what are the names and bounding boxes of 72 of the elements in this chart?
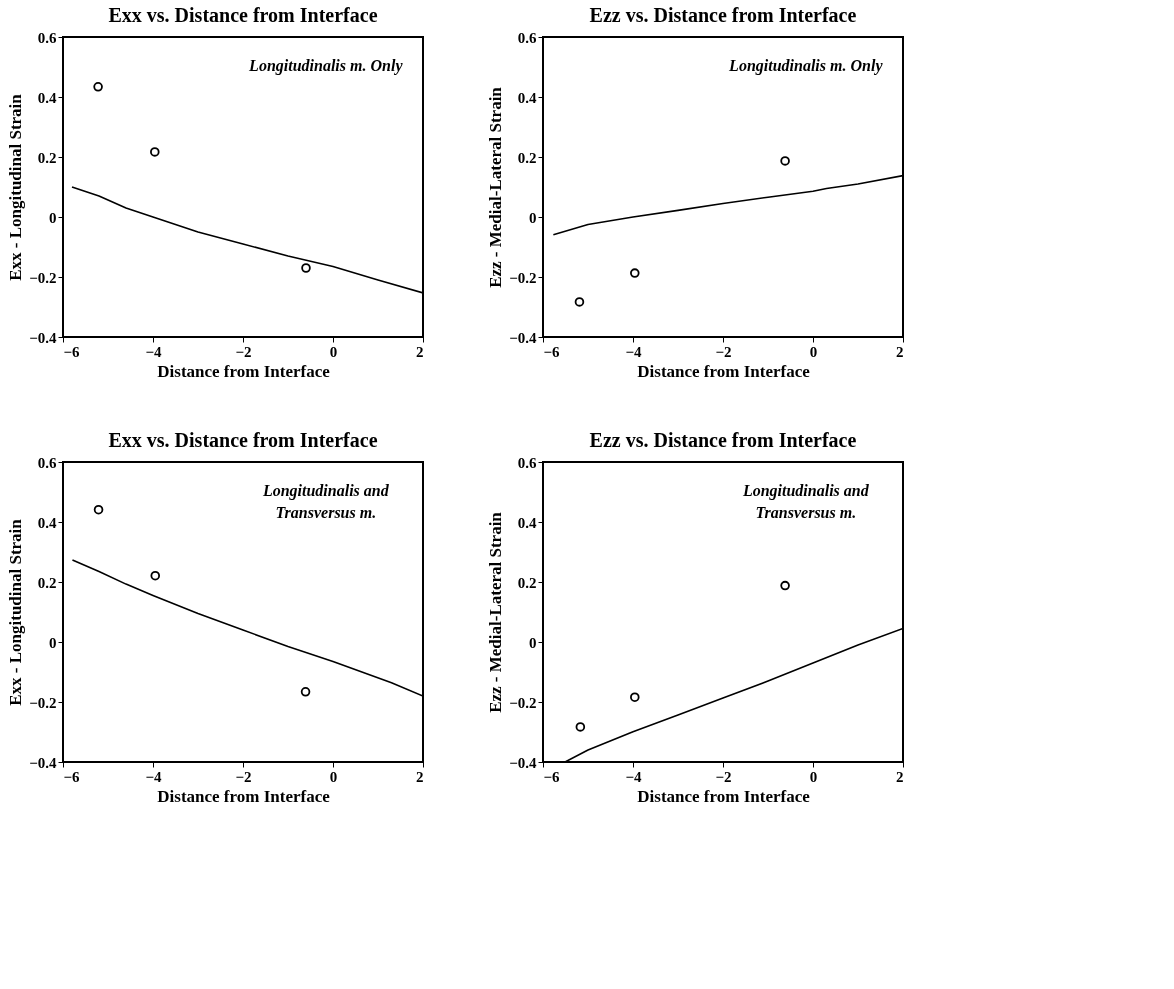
y-tick-label: 0.4 (517, 89, 537, 106)
chart-title: Exx vs. Distance from Interface (108, 429, 378, 451)
annotation: Longitudinalis m. Only (248, 57, 404, 75)
annotation: Longitudinalis and Transversus m. (741, 482, 870, 521)
point (150, 570, 161, 581)
x-tick-label: −4 (145, 768, 163, 785)
y-tick-label: 0.2 (517, 574, 537, 591)
x-tick-label: 2 (416, 343, 424, 360)
y-tick-label: 0.2 (517, 149, 537, 166)
y-tick-label: 0 (49, 634, 57, 651)
y-tick-label: 0.6 (37, 454, 57, 471)
x-tick-label: 0 (329, 343, 338, 360)
y-tick-label: −0.4 (509, 329, 537, 346)
x-tick-label: 2 (896, 343, 904, 360)
y-tick-label: 0.2 (37, 574, 57, 591)
annotation: Longitudinalis and Transversus m. (261, 482, 390, 521)
chart-title: Exx vs. Distance from Interface (108, 4, 378, 26)
y-tick-label: 0.6 (37, 29, 57, 46)
x-tick-label: −4 (145, 343, 163, 360)
x-tick-label: −2 (235, 768, 252, 785)
x-tick-label: 0 (809, 768, 818, 785)
point (630, 692, 640, 702)
y-tick-label: 0 (49, 209, 57, 226)
y-axis-title: Ezz - Medial-Lateral Strain (486, 86, 506, 288)
point (780, 156, 790, 166)
point (630, 268, 640, 278)
x-tick-label: 0 (329, 768, 338, 785)
y-tick-label: 0.6 (517, 454, 537, 471)
x-tick-label: −6 (63, 768, 81, 785)
x-tick-label: 2 (896, 768, 904, 785)
y-axis-title: Ezz - Medial-Lateral Strain (486, 511, 506, 713)
x-tick-label: −2 (715, 343, 732, 360)
y-tick-label: −0.4 (29, 754, 57, 771)
y-tick-label: 0.4 (37, 89, 57, 106)
x-axis-title: Distance from Interface (157, 361, 331, 381)
x-tick-label: −4 (625, 343, 643, 360)
point (301, 263, 311, 273)
y-tick-label: 0 (529, 634, 537, 651)
chart-title: Ezz vs. Distance from Interface (589, 4, 857, 26)
x-axis-title: Distance from Interface (637, 786, 811, 806)
y-tick-label: −0.2 (29, 694, 57, 711)
y-tick-label: 0.2 (37, 149, 57, 166)
point (780, 580, 790, 591)
x-tick-label: 2 (416, 768, 424, 785)
chart-title: Ezz vs. Distance from Interface (589, 429, 857, 451)
y-tick-label: 0.6 (517, 29, 537, 46)
y-tick-label: −0.4 (509, 754, 537, 771)
y-tick-label: −0.4 (29, 329, 57, 346)
y-axis-title: Exx - Longitudinal Strain (6, 518, 26, 706)
point (93, 504, 104, 515)
y-tick-label: 0.4 (37, 514, 57, 531)
y-tick-label: −0.2 (509, 269, 537, 286)
x-tick-label: −6 (543, 768, 561, 785)
x-axis-title: Distance from Interface (637, 361, 811, 381)
point (150, 147, 160, 157)
x-tick-label: 0 (809, 343, 818, 360)
point (575, 722, 586, 732)
annotation: Longitudinalis m. Only (728, 57, 884, 75)
y-tick-label: 0.4 (517, 514, 537, 531)
x-tick-label: −2 (715, 768, 732, 785)
y-tick-label: −0.2 (509, 694, 537, 711)
x-tick-label: −2 (235, 343, 252, 360)
y-axis-title: Exx - Longitudinal Strain (6, 93, 26, 281)
y-tick-label: −0.2 (29, 269, 57, 286)
y-tick-label: 0 (529, 209, 537, 226)
point (93, 82, 103, 92)
x-tick-label: −6 (543, 343, 561, 360)
point (574, 297, 585, 307)
x-axis-title: Distance from Interface (157, 786, 331, 806)
x-tick-label: −4 (625, 768, 643, 785)
x-tick-label: −6 (63, 343, 81, 360)
point (300, 687, 311, 697)
